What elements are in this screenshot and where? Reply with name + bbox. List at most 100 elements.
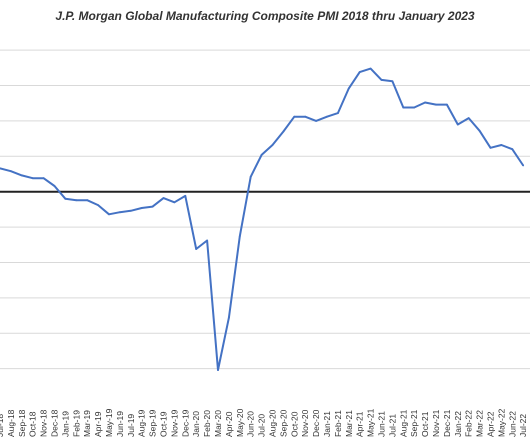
data-point [413,106,416,109]
x-tick-label: Feb-20 [202,410,212,437]
data-point [271,144,274,146]
series-line [0,67,525,371]
data-point [53,185,56,187]
data-point [315,120,317,122]
x-tick-label: Nov-21 [431,409,441,437]
x-tick-label: Apr-20 [224,411,234,437]
data-point [304,115,307,118]
x-tick-label: May-21 [366,408,376,437]
x-tick-label: Aug-21 [398,409,408,437]
data-point [326,115,328,118]
data-point [184,195,187,197]
data-point [402,106,405,109]
gridlines [0,49,530,370]
x-tick-label: Apr-19 [93,411,103,437]
x-tick-label: Apr-21 [355,411,365,437]
data-point [522,164,525,167]
data-point [217,369,219,371]
data-point [228,316,230,319]
data-point [500,144,503,146]
x-tick-label: Feb-22 [464,410,474,437]
x-tick-label: Mar-21 [344,410,354,437]
x-tick-label: Aug-20 [268,409,278,437]
data-point [140,207,143,209]
data-point [119,211,121,214]
data-point [108,213,110,216]
x-tick-label: Jan-22 [453,411,463,437]
x-tick-label: Jul-19 [126,414,136,437]
data-point [20,174,23,177]
x-tick-label: May-20 [235,408,245,437]
x-tick-label: May-22 [496,408,506,437]
x-tick-label: Jun-20 [246,411,256,437]
x-tick-label: Mar-20 [213,410,223,437]
data-point [238,235,241,238]
x-tick-label: Jun-21 [377,411,387,437]
x-axis-tick-labels: Jul-18 Aug-18 Sep-18 Oct-18 Nov-18 Dec-18 Jan-… [0,408,528,437]
x-tick-label: Dec-21 [442,409,452,437]
x-tick-label: Jul-18 [0,414,5,437]
data-point [380,79,383,81]
x-tick-label: Nov-19 [169,409,179,437]
x-tick-label: Feb-21 [333,410,343,437]
x-tick-label: Sep-21 [409,409,419,437]
x-tick-label: Sep-20 [278,409,288,437]
x-tick-label: Oct-19 [159,411,169,437]
data-point [173,201,176,204]
data-point [282,130,285,133]
data-point [206,239,209,242]
data-point [456,123,459,126]
data-point [391,80,394,83]
series-group [0,67,525,371]
x-tick-label: Mar-22 [475,410,485,437]
x-tick-label: Dec-18 [50,409,60,437]
x-tick-label: Jan-20 [191,411,201,437]
data-point [162,197,165,200]
x-tick-label: Dec-19 [180,409,190,437]
data-point [64,197,67,200]
data-point [435,103,437,106]
x-tick-label: Mar-19 [82,410,92,437]
data-point [478,129,481,132]
x-tick-label: Jul-22 [518,414,528,437]
x-tick-label: Nov-20 [300,409,310,437]
data-point [249,175,252,178]
x-tick-label: Oct-20 [289,411,299,437]
data-point [86,199,89,202]
chart-title: J.P. Morgan Global Manufacturing Composi… [55,9,475,23]
data-point [31,177,34,180]
data-point [358,71,361,73]
data-point [293,115,296,118]
data-point [129,209,132,212]
x-tick-label: Sep-19 [148,409,158,437]
data-point [151,205,154,208]
data-point [0,167,1,170]
data-point [511,148,514,151]
x-tick-label: Jan-21 [322,411,332,437]
x-tick-label: Oct-18 [28,411,38,437]
x-tick-label: Aug-18 [6,409,16,437]
data-point [195,248,198,250]
x-tick-label: Nov-18 [39,409,49,437]
data-point [42,177,45,180]
data-point [467,117,470,119]
x-tick-label: Jun-22 [507,411,517,437]
data-point [97,204,99,207]
x-tick-label: Sep-18 [17,409,27,437]
data-point [337,112,339,114]
data-point [10,170,12,173]
x-tick-label: Apr-22 [486,411,496,437]
x-tick-label: Oct-21 [420,411,430,437]
x-tick-label: May-19 [104,408,114,437]
data-point [347,87,350,90]
data-point [424,101,426,104]
x-tick-label: Jan-19 [60,411,70,437]
data-point [75,199,78,202]
data-point [369,67,372,70]
x-tick-label: Feb-19 [71,410,81,437]
data-point [446,103,448,106]
x-tick-label: Jun-19 [115,411,125,437]
x-tick-label: Jul-21 [387,414,397,437]
data-point [260,154,263,156]
